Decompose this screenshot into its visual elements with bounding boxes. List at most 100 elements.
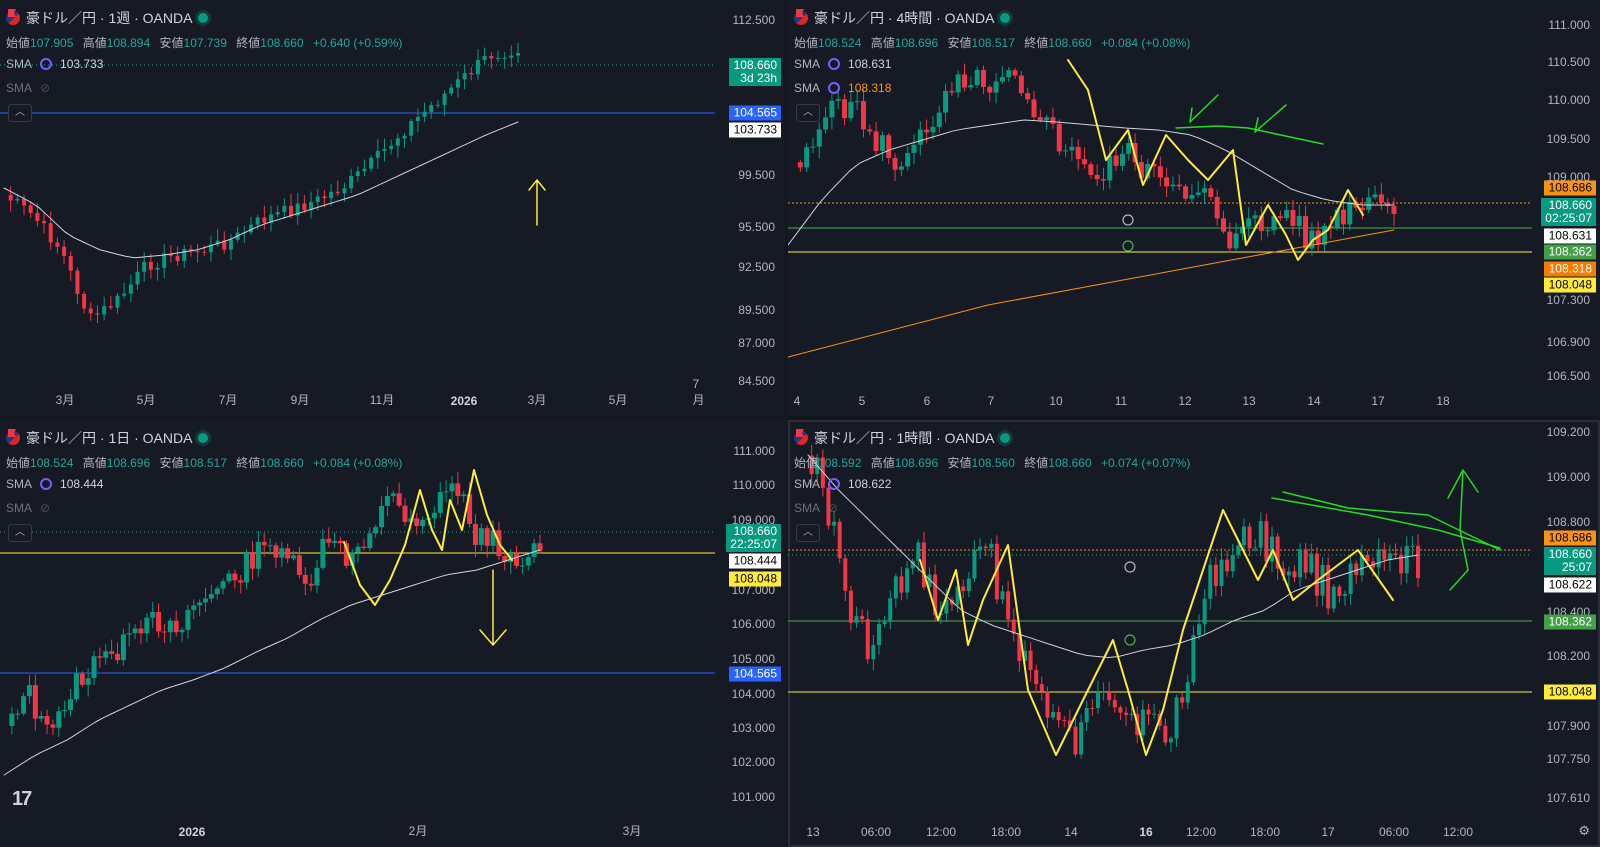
price-tag[interactable]: 108.660 25:07 xyxy=(1544,547,1596,575)
candle-body xyxy=(1037,117,1043,121)
candle-body xyxy=(837,521,842,559)
symbol-title[interactable]: 豪ドル／円 · 1時間 · OANDA xyxy=(814,430,995,446)
price-tag[interactable]: 108.362 xyxy=(1544,614,1596,630)
candle-body xyxy=(1366,197,1372,210)
4h-chart-canvas[interactable] xyxy=(788,0,1600,416)
time-axis[interactable]: 2026 2月 3月 xyxy=(0,821,715,847)
candle-body xyxy=(1189,194,1195,199)
collapse-legend-button[interactable]: ︿ xyxy=(8,524,32,542)
candle-body xyxy=(1303,549,1308,573)
indicator-sma-1[interactable]: SMA 103.733 xyxy=(6,57,104,71)
symbol-title[interactable]: 豪ドル／円 · 1週 · OANDA xyxy=(26,10,193,26)
collapse-legend-button[interactable]: ︿ xyxy=(796,104,820,122)
chart-pane-weekly[interactable]: 豪ドル／円 · 1週 · OANDA 始値107.905 高値108.894 安… xyxy=(0,0,785,416)
price-tag[interactable]: 108.660 22:25:07 xyxy=(726,524,781,552)
candle-body xyxy=(291,555,297,559)
price-tag[interactable]: 108.660 3d 23h xyxy=(729,58,781,86)
price-tag[interactable]: 103.733 xyxy=(729,122,781,138)
price-axis[interactable]: 112.500 99.500 95.500 92.500 89.500 87.000 84.… xyxy=(715,0,785,416)
chart-pane-daily[interactable]: 豪ドル／円 · 1日 · OANDA 始値108.524 高値108.696 安… xyxy=(0,420,785,847)
price-tag[interactable]: 108.362 xyxy=(1544,244,1596,260)
candle-body xyxy=(1170,184,1176,187)
tradingview-logo[interactable]: 17 xyxy=(12,788,32,810)
eye-hidden-icon[interactable]: ⊘ xyxy=(828,501,839,515)
eye-hidden-icon[interactable]: ⊘ xyxy=(40,501,51,515)
price-axis[interactable]: 109.200 109.000 108.800 108.400 108.200 107.9… xyxy=(1532,420,1600,847)
red-flag-icon[interactable] xyxy=(6,8,18,20)
price-tag[interactable]: 108.318 xyxy=(1544,261,1596,277)
price-tag[interactable]: 108.660 02:25:07 xyxy=(1541,198,1596,226)
candle-body xyxy=(73,673,79,700)
candle-body xyxy=(966,578,971,591)
time-axis[interactable]: 4 5 6 7 10 11 12 13 14 17 18 xyxy=(788,390,1532,416)
indicator-sma-2[interactable]: SMA ⊘ xyxy=(6,81,51,95)
chart-pane-4h[interactable]: 豪ドル／円 · 4時間 · OANDA 始値108.524 高値108.696 … xyxy=(788,0,1600,416)
candle-body xyxy=(832,521,837,526)
candle-body xyxy=(226,573,232,582)
sma-line xyxy=(807,454,1419,658)
1h-chart-canvas[interactable] xyxy=(788,420,1600,847)
indicator-sma-2[interactable]: SMA 108.318 xyxy=(794,81,892,95)
price-tag[interactable]: 108.686 xyxy=(1544,180,1596,196)
candle-body xyxy=(1347,201,1353,225)
symbol-header[interactable]: 豪ドル／円 · 1日 · OANDA xyxy=(6,428,209,448)
indicator-sma-2[interactable]: SMA ⊘ xyxy=(794,501,839,515)
price-tag[interactable]: 104.565 xyxy=(729,666,781,682)
candle-body xyxy=(1241,526,1246,546)
candle-body xyxy=(79,673,85,685)
candle-body xyxy=(173,620,179,633)
candle-body xyxy=(314,567,320,586)
candle-body xyxy=(1050,117,1056,124)
symbol-title[interactable]: 豪ドル／円 · 4時間 · OANDA xyxy=(814,10,995,26)
candle-body xyxy=(1372,194,1378,198)
time-tick-label: 5 xyxy=(858,394,866,408)
price-tag[interactable]: 108.686 xyxy=(1544,530,1596,546)
indicator-sma-1[interactable]: SMA 108.631 xyxy=(794,57,892,71)
price-tag[interactable]: 108.444 xyxy=(729,553,781,569)
settings-gear-icon[interactable]: ⚙ xyxy=(1578,823,1590,838)
symbol-header[interactable]: 豪ドル／円 · 1週 · OANDA xyxy=(6,8,209,28)
candle-body xyxy=(309,202,314,211)
candle-body xyxy=(108,306,113,308)
collapse-legend-button[interactable]: ︿ xyxy=(796,524,820,542)
candle-body xyxy=(202,251,207,253)
candle-body xyxy=(267,545,273,547)
price-tick-label: 107.610 xyxy=(1546,791,1590,805)
candle-body xyxy=(1275,536,1280,569)
price-tick-label: 104.000 xyxy=(731,687,775,701)
price-axis[interactable]: 111.000 110.000 109.000 107.000 106.000 105.0… xyxy=(715,420,785,847)
candle-body xyxy=(899,576,904,593)
time-axis[interactable]: 13 06:00 12:00 18:00 14 16 12:00 18:00 17 06:00 12… xyxy=(788,821,1532,847)
price-axis[interactable]: 111.000 110.500 110.000 109.500 109.000 107.3… xyxy=(1532,0,1600,416)
chart-pane-1h[interactable]: 豪ドル／円 · 1時間 · OANDA 始値108.592 高値108.696 … xyxy=(788,420,1600,847)
collapse-legend-button[interactable]: ︿ xyxy=(8,104,32,122)
candle-body xyxy=(1340,209,1346,225)
indicator-sma-1[interactable]: SMA 108.622 xyxy=(794,477,892,491)
indicator-sma-1[interactable]: SMA 108.444 xyxy=(6,477,104,491)
price-tag[interactable]: 108.048 xyxy=(729,571,781,587)
price-tick-label: 84.500 xyxy=(738,374,775,388)
weekly-chart-canvas[interactable] xyxy=(0,0,785,416)
candle-body xyxy=(1129,713,1134,715)
daily-chart-canvas[interactable] xyxy=(0,420,785,847)
candle-body xyxy=(1095,691,1100,709)
symbol-title[interactable]: 豪ドル／円 · 1日 · OANDA xyxy=(26,430,193,446)
red-flag-icon[interactable] xyxy=(794,8,806,20)
eye-hidden-icon[interactable]: ⊘ xyxy=(40,81,51,95)
symbol-header[interactable]: 豪ドル／円 · 1時間 · OANDA xyxy=(794,428,1011,448)
candle-body xyxy=(56,711,62,728)
alarm-clock-icon xyxy=(1122,240,1134,252)
price-tag[interactable]: 104.565 xyxy=(729,105,781,121)
red-flag-icon[interactable] xyxy=(6,428,18,440)
indicator-sma-2[interactable]: SMA ⊘ xyxy=(6,501,51,515)
time-axis[interactable]: 3月 5月 7月 9月 11月 2026 3月 5月 7月 xyxy=(0,377,715,416)
price-tag[interactable]: 108.631 xyxy=(1544,228,1596,244)
red-flag-icon[interactable] xyxy=(794,428,806,440)
price-tag[interactable]: 108.048 xyxy=(1544,277,1596,293)
price-tag[interactable]: 108.048 xyxy=(1544,684,1596,700)
price-tick-label: 110.000 xyxy=(732,478,776,492)
candle-body xyxy=(865,619,870,660)
price-tag[interactable]: 108.622 xyxy=(1544,577,1596,593)
symbol-header[interactable]: 豪ドル／円 · 4時間 · OANDA xyxy=(794,8,1011,28)
price-tick-label: 112.500 xyxy=(732,13,776,27)
